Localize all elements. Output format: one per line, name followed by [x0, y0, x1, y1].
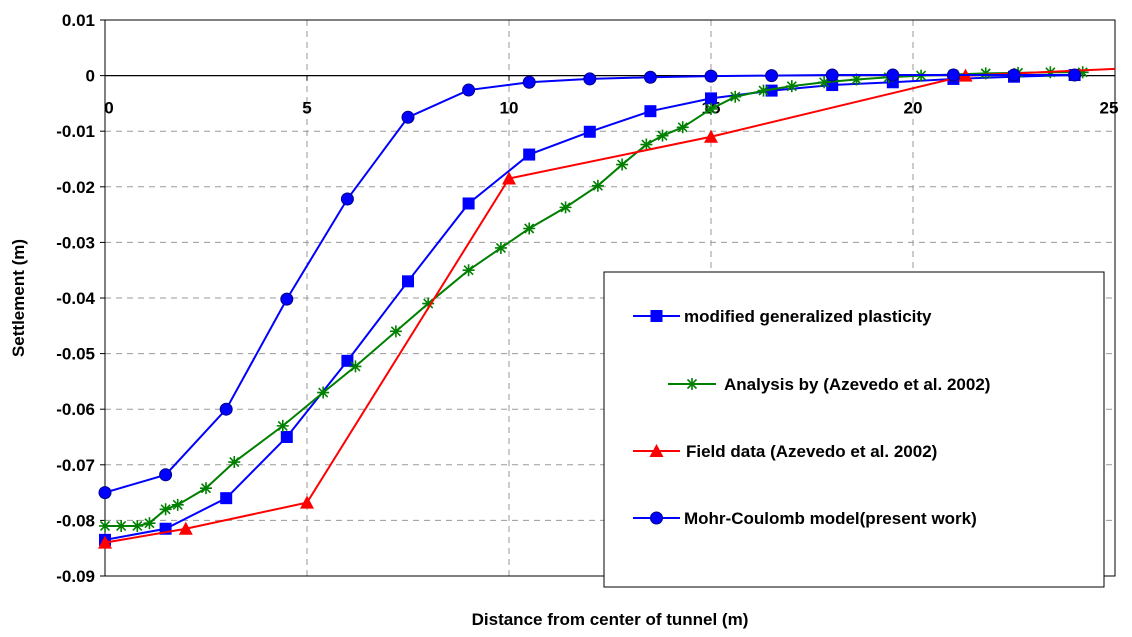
data-point-circle: [643, 70, 657, 84]
data-point-circle: [522, 75, 536, 89]
legend-label: modified generalized plasticity: [684, 307, 932, 326]
x-tick-label: 25: [1100, 99, 1119, 118]
legend-label: Analysis by (Azevedo et al. 2002): [724, 375, 990, 394]
data-point-star: [705, 102, 717, 115]
data-point-triangle: [98, 535, 112, 549]
legend-marker: [649, 444, 664, 457]
data-point-star: [200, 482, 212, 495]
data-point-square: [462, 197, 475, 210]
data-point-star: [171, 498, 184, 511]
y-tick-label: -0.01: [56, 122, 95, 141]
data-point-star: [422, 297, 435, 310]
data-point-star: [131, 519, 144, 532]
data-point-circle: [946, 68, 960, 82]
series-analysis-by-azevedo-et-al-2002: [99, 66, 1089, 532]
data-point-star: [276, 419, 289, 432]
data-point-star: [143, 517, 156, 530]
y-tick-label: -0.05: [56, 345, 95, 364]
legend-label: Mohr-Coulomb model(present work): [684, 509, 977, 528]
legend-entry-analysis-by-azevedo-et-al-2002: Analysis by (Azevedo et al. 2002): [668, 375, 990, 394]
data-point-circle: [401, 110, 415, 124]
legend-entry-field-data-azevedo-et-al-2002: Field data (Azevedo et al. 2002): [633, 442, 937, 461]
x-tick-label: 0: [104, 99, 113, 118]
data-point-circle: [462, 83, 476, 97]
series-layer: [98, 66, 1116, 549]
data-point-star: [757, 84, 770, 97]
y-tick-label: -0.08: [56, 511, 95, 530]
y-tick-label: -0.07: [56, 456, 95, 475]
y-tick-label: -0.09: [56, 567, 95, 586]
data-point-star: [349, 360, 362, 373]
y-tick-label: -0.03: [56, 233, 95, 252]
data-point-star: [99, 519, 111, 532]
data-point-square: [583, 125, 596, 138]
data-point-star: [850, 73, 863, 86]
data-point-circle: [159, 468, 173, 482]
data-point-star: [1076, 66, 1089, 79]
data-point-square: [765, 84, 778, 97]
y-tick-label: 0.01: [62, 11, 95, 30]
data-point-circle: [1007, 68, 1021, 82]
y-tick-label: 0: [86, 67, 95, 86]
data-point-triangle: [502, 171, 516, 185]
legend-label: Field data (Azevedo et al. 2002): [686, 442, 937, 461]
y-tick-label: -0.02: [56, 178, 95, 197]
x-tick-label: 10: [500, 99, 519, 118]
y-tick-label: -0.06: [56, 400, 95, 419]
data-point-circle: [583, 72, 597, 86]
legend-entry-modified-generalized-plasticity: modified generalized plasticity: [633, 307, 932, 326]
data-point-circle: [886, 68, 900, 82]
data-point-star: [591, 179, 604, 192]
y-axis-title: Settlement (m): [9, 239, 28, 357]
y-tick-label: -0.04: [56, 289, 95, 308]
data-point-circle: [98, 486, 112, 500]
data-point-star: [317, 386, 330, 399]
data-point-square: [220, 492, 233, 505]
data-point-star: [979, 67, 992, 80]
legend-marker: [686, 378, 698, 390]
data-point-square: [705, 92, 717, 105]
x-tick-label: 5: [302, 99, 311, 118]
data-point-star: [559, 201, 572, 214]
data-point-star: [389, 325, 402, 338]
data-point-square: [523, 148, 536, 161]
data-point-triangle: [704, 129, 718, 143]
data-point-star: [462, 264, 475, 277]
data-point-square: [644, 105, 657, 118]
data-point-star: [656, 129, 669, 142]
data-point-circle: [825, 68, 839, 82]
data-point-star: [729, 90, 742, 103]
data-point-circle: [704, 69, 718, 83]
data-point-circle: [340, 192, 354, 206]
x-axis-title: Distance from center of tunnel (m): [472, 610, 749, 629]
data-point-square: [402, 275, 414, 288]
data-point-star: [818, 76, 831, 89]
data-point-star: [616, 158, 629, 171]
data-point-star: [523, 222, 536, 235]
data-point-circle: [280, 292, 294, 306]
data-point-star: [676, 121, 689, 134]
data-point-star: [785, 80, 798, 93]
data-point-star: [115, 519, 128, 532]
y-tick-labels: 0.01 0 -0.01 -0.02 -0.03 -0.04 -0.05 -0.06 -0.07…: [56, 11, 105, 586]
data-point-circle: [765, 69, 779, 83]
data-point-circle: [219, 402, 233, 416]
series-mohr-coulomb-model-present-work: [98, 68, 1082, 500]
data-point-circle: [1068, 68, 1082, 82]
legend-marker: [650, 310, 663, 322]
legend: modified generalized plasticity Analysis …: [603, 271, 1105, 588]
data-point-star: [159, 503, 172, 516]
data-point-square: [280, 431, 293, 443]
legend-box: [603, 271, 1105, 588]
legend-marker: [650, 511, 663, 525]
data-point-triangle: [300, 495, 314, 509]
data-point-square: [341, 354, 354, 367]
data-point-star: [640, 138, 653, 151]
data-point-star: [228, 456, 241, 469]
data-point-star: [494, 241, 507, 254]
data-point-triangle: [178, 521, 193, 535]
x-tick-label: 20: [904, 99, 923, 118]
legend-entry-mohr-coulomb-model-present-work: Mohr-Coulomb model(present work): [633, 509, 977, 528]
